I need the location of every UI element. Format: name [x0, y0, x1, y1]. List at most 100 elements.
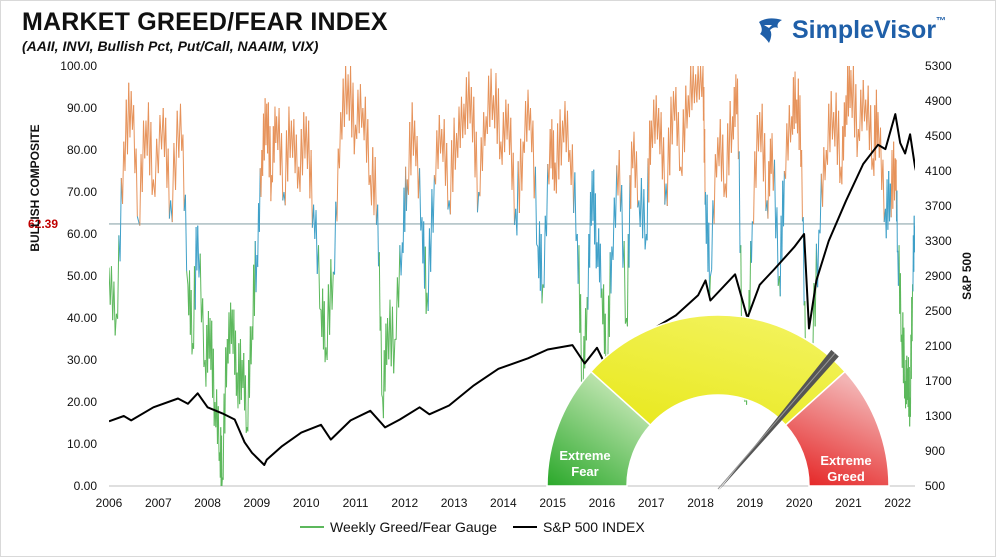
greed-fear-segment	[534, 166, 538, 245]
greed-fear-segment	[159, 114, 163, 150]
greed-fear-segment	[532, 120, 535, 199]
greed-fear-segment	[139, 154, 142, 226]
x-tick-label: 2008	[194, 496, 221, 510]
legend-label-sp500: S&P 500 INDEX	[543, 519, 645, 535]
chart-subtitle: (AAII, INVI, Bullish Pct, Put/Call, NAAI…	[22, 38, 319, 54]
greed-fear-segment	[633, 131, 636, 188]
right-tick-label: 900	[925, 444, 945, 458]
greed-fear-segment	[117, 235, 120, 319]
greed-fear-segment	[684, 85, 687, 153]
left-tick-label: 0.00	[74, 479, 98, 493]
greed-fear-segment	[319, 308, 322, 311]
greed-fear-segment	[175, 110, 178, 190]
x-tick-label: 2012	[391, 496, 418, 510]
left-axis-label: BULLISH COMPOSITE	[28, 124, 42, 251]
greed-fear-segment	[419, 168, 422, 231]
left-tick-label: 30.00	[67, 353, 97, 367]
greed-fear-segment	[150, 121, 153, 195]
greed-fear-segment	[432, 175, 435, 233]
greed-fear-segment	[308, 120, 311, 199]
greed-fear-segment	[799, 95, 802, 167]
left-tick-label: 90.00	[67, 101, 97, 115]
greed-fear-segment	[713, 154, 716, 224]
greed-fear-segment	[255, 254, 258, 293]
greed-fear-segment	[323, 301, 326, 363]
greed-fear-segment	[130, 91, 133, 130]
left-tick-label: 100.00	[60, 59, 97, 73]
gauge: Extreme Fear Extreme Greed	[546, 314, 890, 491]
gauge-segment	[784, 370, 890, 487]
greed-fear-segment	[141, 120, 145, 193]
left-tick-label: 10.00	[67, 437, 97, 451]
x-tick-label: 2020	[786, 496, 813, 510]
x-tick-label: 2018	[687, 496, 714, 510]
greed-fear-segment	[870, 105, 873, 170]
greed-fear-segment	[270, 175, 273, 202]
gauge-needle-highlight	[717, 352, 836, 490]
greed-fear-segment	[643, 189, 646, 250]
greed-fear-segment	[135, 148, 138, 217]
greed-fear-segment	[405, 179, 408, 211]
greed-fear-segment	[473, 96, 476, 178]
greed-fear-segment	[122, 141, 125, 204]
greed-fear-segment	[334, 201, 337, 275]
x-tick-label: 2011	[343, 496, 369, 510]
greed-fear-segment	[199, 253, 202, 323]
right-tick-label: 4900	[925, 94, 952, 108]
greed-fear-segment	[560, 120, 564, 166]
greed-fear-segment	[750, 221, 753, 263]
x-tick-label: 2022	[884, 496, 911, 510]
left-tick-label: 20.00	[67, 395, 97, 409]
left-tick-label: 50.00	[67, 269, 97, 283]
chart-title: MARKET GREED/FEAR INDEX	[22, 8, 388, 36]
greed-fear-segment	[711, 200, 714, 270]
greed-fear-segment	[235, 330, 237, 396]
greed-fear-segment	[295, 134, 299, 189]
greed-fear-segment	[178, 103, 181, 158]
greed-fear-segment	[621, 184, 624, 268]
greed-fear-segment	[585, 296, 588, 341]
greed-fear-segment	[287, 106, 290, 182]
greed-fear-segment	[738, 151, 741, 253]
greed-fear-segment	[877, 112, 880, 158]
greed-fear-segment	[380, 316, 383, 396]
greed-fear-segment	[186, 271, 189, 285]
left-tick-label: 40.00	[67, 311, 97, 325]
x-axis-ticks: 2006 2007 2008 2009 2010 2011 2012 2013 2014 2015…	[96, 496, 912, 510]
greed-fear-segment	[364, 96, 368, 163]
legend: Weekly Greed/Fear Gauge S&P 500 INDEX	[300, 519, 645, 535]
greed-fear-segment	[374, 156, 377, 225]
right-axis-label: S&P 500	[960, 252, 974, 300]
x-tick-label: 2019	[737, 496, 764, 510]
greed-fear-segment	[677, 112, 681, 172]
x-tick-label: 2015	[539, 496, 566, 510]
greed-fear-segment	[352, 82, 355, 155]
greed-fear-segment	[336, 148, 339, 222]
greed-fear-segment	[476, 191, 480, 213]
greed-fear-segment	[281, 133, 284, 201]
greed-fear-segment	[755, 114, 758, 188]
greed-fear-segment	[787, 105, 790, 161]
greed-fear-segment	[771, 133, 774, 191]
greed-fear-segment	[414, 120, 417, 167]
greed-fear-segment	[484, 116, 487, 146]
greed-fear-segment	[167, 148, 170, 219]
right-tick-label: 3300	[925, 234, 952, 248]
greed-fear-segment	[114, 313, 117, 336]
sp500-series	[109, 113, 915, 466]
greed-fear-segment	[367, 119, 370, 186]
greed-fear-segment	[612, 197, 615, 260]
x-tick-label: 2006	[96, 496, 123, 510]
greed-fear-segment	[329, 259, 332, 335]
greed-fear-segment	[197, 225, 200, 278]
greed-fear-segment	[824, 149, 827, 181]
greed-fear-segment	[353, 124, 356, 155]
brand-logo: SimpleVisor™	[756, 16, 971, 50]
greed-fear-segment	[783, 170, 785, 227]
right-tick-label: 4100	[925, 164, 952, 178]
legend-item-sp500: S&P 500 INDEX	[513, 519, 645, 535]
greed-fear-segment	[663, 137, 666, 205]
greed-fear-segment	[543, 215, 546, 288]
greed-fear-segment	[571, 144, 575, 214]
